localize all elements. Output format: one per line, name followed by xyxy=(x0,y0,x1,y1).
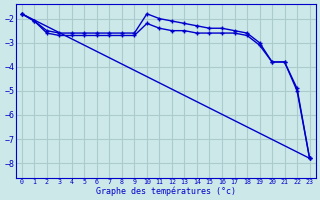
X-axis label: Graphe des températures (°c): Graphe des températures (°c) xyxy=(96,186,236,196)
